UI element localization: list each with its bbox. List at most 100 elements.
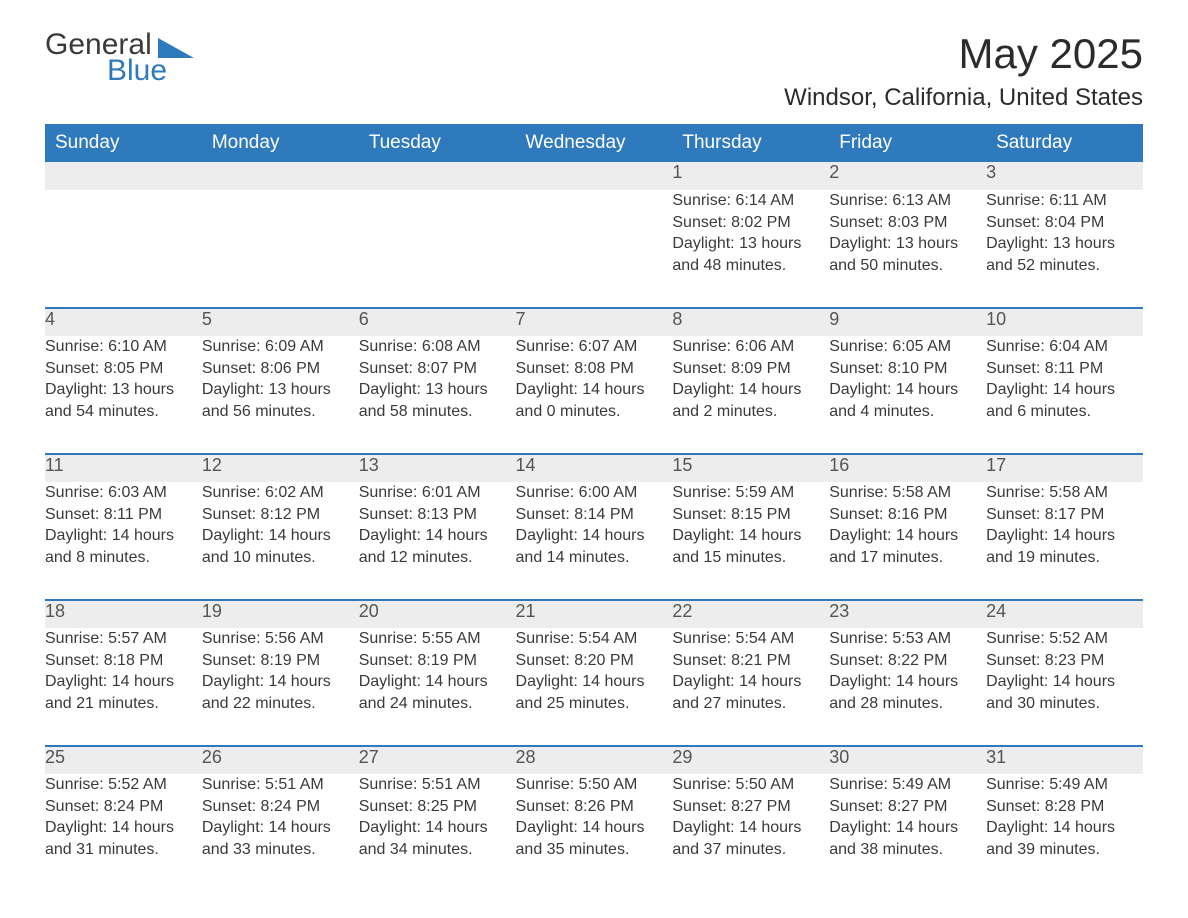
day-number-cell: 5 [202, 308, 359, 336]
day-sunset: Sunset: 8:25 PM [359, 796, 516, 818]
day-number-cell: 4 [45, 308, 202, 336]
day-number-cell: 22 [672, 600, 829, 628]
day-dl2: and 31 minutes. [45, 839, 202, 861]
day-number-cell: 24 [986, 600, 1143, 628]
day-dl2: and 39 minutes. [986, 839, 1143, 861]
day-dl1: Daylight: 13 hours [45, 379, 202, 401]
day-data-cell: Sunrise: 5:57 AMSunset: 8:18 PMDaylight:… [45, 628, 202, 746]
day-sunrise: Sunrise: 6:04 AM [986, 336, 1143, 358]
day-data-cell: Sunrise: 5:56 AMSunset: 8:19 PMDaylight:… [202, 628, 359, 746]
day-data-cell: Sunrise: 5:54 AMSunset: 8:20 PMDaylight:… [516, 628, 673, 746]
day-dl2: and 30 minutes. [986, 693, 1143, 715]
day-data-cell: Sunrise: 5:58 AMSunset: 8:17 PMDaylight:… [986, 482, 1143, 600]
day-dl1: Daylight: 13 hours [986, 233, 1143, 255]
day-dl2: and 56 minutes. [202, 401, 359, 423]
day-dl2: and 21 minutes. [45, 693, 202, 715]
day-dl1: Daylight: 14 hours [202, 671, 359, 693]
day-dl2: and 15 minutes. [672, 547, 829, 569]
day-data-cell: Sunrise: 6:10 AMSunset: 8:05 PMDaylight:… [45, 336, 202, 454]
day-sunset: Sunset: 8:04 PM [986, 212, 1143, 234]
day-dl1: Daylight: 14 hours [829, 525, 986, 547]
day-sunrise: Sunrise: 6:03 AM [45, 482, 202, 504]
day-number-cell: 18 [45, 600, 202, 628]
day-sunrise: Sunrise: 6:10 AM [45, 336, 202, 358]
day-dl1: Daylight: 13 hours [359, 379, 516, 401]
week-data-row: Sunrise: 6:10 AMSunset: 8:05 PMDaylight:… [45, 336, 1143, 454]
day-data-cell: Sunrise: 5:50 AMSunset: 8:27 PMDaylight:… [672, 774, 829, 892]
day-sunrise: Sunrise: 6:13 AM [829, 190, 986, 212]
weekday-header: Monday [202, 124, 359, 162]
day-dl1: Daylight: 14 hours [986, 671, 1143, 693]
day-dl2: and 54 minutes. [45, 401, 202, 423]
day-sunrise: Sunrise: 5:56 AM [202, 628, 359, 650]
day-data-cell: Sunrise: 6:04 AMSunset: 8:11 PMDaylight:… [986, 336, 1143, 454]
day-dl2: and 33 minutes. [202, 839, 359, 861]
day-number-cell: 16 [829, 454, 986, 482]
day-data-cell: Sunrise: 6:01 AMSunset: 8:13 PMDaylight:… [359, 482, 516, 600]
day-dl2: and 48 minutes. [672, 255, 829, 277]
day-dl2: and 22 minutes. [202, 693, 359, 715]
day-dl1: Daylight: 14 hours [516, 379, 673, 401]
day-sunset: Sunset: 8:15 PM [672, 504, 829, 526]
day-dl1: Daylight: 14 hours [45, 525, 202, 547]
day-data-cell: Sunrise: 6:08 AMSunset: 8:07 PMDaylight:… [359, 336, 516, 454]
day-dl1: Daylight: 14 hours [986, 525, 1143, 547]
day-dl1: Daylight: 14 hours [202, 525, 359, 547]
day-number-cell: 19 [202, 600, 359, 628]
day-sunrise: Sunrise: 6:06 AM [672, 336, 829, 358]
day-sunset: Sunset: 8:06 PM [202, 358, 359, 380]
day-number-cell [202, 162, 359, 190]
day-dl1: Daylight: 14 hours [672, 817, 829, 839]
day-sunrise: Sunrise: 5:50 AM [672, 774, 829, 796]
day-sunrise: Sunrise: 5:55 AM [359, 628, 516, 650]
title-month: May 2025 [784, 30, 1143, 78]
day-number-cell: 6 [359, 308, 516, 336]
day-sunset: Sunset: 8:09 PM [672, 358, 829, 380]
day-dl2: and 37 minutes. [672, 839, 829, 861]
day-data-cell: Sunrise: 6:11 AMSunset: 8:04 PMDaylight:… [986, 190, 1143, 308]
day-dl2: and 17 minutes. [829, 547, 986, 569]
day-number-cell: 17 [986, 454, 1143, 482]
week-data-row: Sunrise: 6:03 AMSunset: 8:11 PMDaylight:… [45, 482, 1143, 600]
day-sunset: Sunset: 8:19 PM [359, 650, 516, 672]
day-data-cell: Sunrise: 6:13 AMSunset: 8:03 PMDaylight:… [829, 190, 986, 308]
day-data-cell: Sunrise: 6:05 AMSunset: 8:10 PMDaylight:… [829, 336, 986, 454]
day-sunset: Sunset: 8:19 PM [202, 650, 359, 672]
day-dl1: Daylight: 14 hours [359, 525, 516, 547]
day-dl1: Daylight: 14 hours [829, 671, 986, 693]
day-dl1: Daylight: 13 hours [829, 233, 986, 255]
day-data-cell: Sunrise: 6:03 AMSunset: 8:11 PMDaylight:… [45, 482, 202, 600]
weekday-header-row: Sunday Monday Tuesday Wednesday Thursday… [45, 124, 1143, 162]
day-number-cell: 21 [516, 600, 673, 628]
day-sunset: Sunset: 8:24 PM [45, 796, 202, 818]
weekday-header: Wednesday [516, 124, 673, 162]
day-data-cell [516, 190, 673, 308]
day-sunrise: Sunrise: 6:00 AM [516, 482, 673, 504]
day-dl1: Daylight: 14 hours [45, 817, 202, 839]
day-sunset: Sunset: 8:21 PM [672, 650, 829, 672]
day-dl1: Daylight: 14 hours [986, 379, 1143, 401]
day-data-cell: Sunrise: 5:50 AMSunset: 8:26 PMDaylight:… [516, 774, 673, 892]
day-sunrise: Sunrise: 5:54 AM [672, 628, 829, 650]
week-daynum-row: 123 [45, 162, 1143, 190]
calendar-table: Sunday Monday Tuesday Wednesday Thursday… [45, 124, 1143, 892]
day-data-cell: Sunrise: 6:00 AMSunset: 8:14 PMDaylight:… [516, 482, 673, 600]
day-dl2: and 27 minutes. [672, 693, 829, 715]
day-sunrise: Sunrise: 5:49 AM [829, 774, 986, 796]
title-block: May 2025 Windsor, California, United Sta… [784, 30, 1143, 112]
day-data-cell: Sunrise: 5:54 AMSunset: 8:21 PMDaylight:… [672, 628, 829, 746]
day-number-cell: 29 [672, 746, 829, 774]
day-number-cell: 13 [359, 454, 516, 482]
day-dl2: and 35 minutes. [516, 839, 673, 861]
day-number-cell: 30 [829, 746, 986, 774]
day-sunrise: Sunrise: 5:49 AM [986, 774, 1143, 796]
day-data-cell: Sunrise: 5:51 AMSunset: 8:24 PMDaylight:… [202, 774, 359, 892]
day-dl1: Daylight: 14 hours [829, 817, 986, 839]
day-data-cell: Sunrise: 5:58 AMSunset: 8:16 PMDaylight:… [829, 482, 986, 600]
day-dl1: Daylight: 14 hours [516, 817, 673, 839]
day-sunrise: Sunrise: 5:52 AM [45, 774, 202, 796]
day-sunrise: Sunrise: 5:54 AM [516, 628, 673, 650]
day-dl1: Daylight: 14 hours [829, 379, 986, 401]
day-sunrise: Sunrise: 5:50 AM [516, 774, 673, 796]
weekday-header: Sunday [45, 124, 202, 162]
